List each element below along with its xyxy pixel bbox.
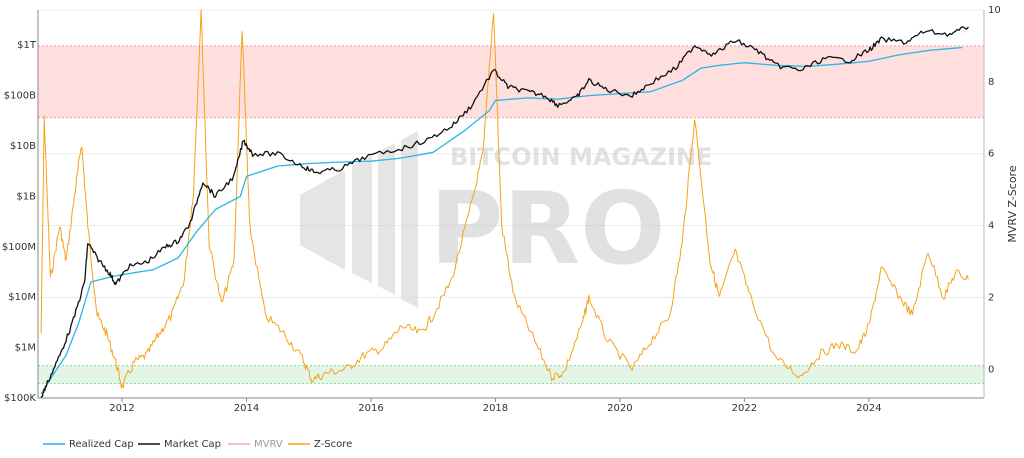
series-z-score-line xyxy=(40,9,969,389)
left-tick-label: $10B xyxy=(10,141,36,152)
right-tick-label: 8 xyxy=(988,77,994,88)
legend-item-market_cap[interactable]: Market Cap xyxy=(138,439,221,450)
left-tick-label: $1T xyxy=(17,40,37,51)
watermark: BITCOIN MAGAZINE PRO xyxy=(300,131,713,308)
left-tick-label: $100B xyxy=(4,91,36,102)
left-tick-label: $10M xyxy=(8,292,36,303)
legend-label: Z-Score xyxy=(314,439,352,450)
x-tick-label: 2024 xyxy=(856,403,881,414)
series-market-cap-line xyxy=(40,26,969,399)
undervalued-zone xyxy=(38,365,984,384)
legend: Realized Cap Market Cap MVRV Z-Score xyxy=(43,439,352,450)
right-tick-label: 10 xyxy=(988,5,1001,16)
legend-item-mvrv[interactable]: MVRV xyxy=(228,439,283,450)
legend-item-zscore[interactable]: Z-Score xyxy=(288,439,352,450)
x-tick-label: 2014 xyxy=(234,403,259,414)
left-tick-label: $1B xyxy=(16,191,36,202)
right-axis-title: MVRV Z-Score xyxy=(1006,165,1019,242)
legend-label: Realized Cap xyxy=(69,439,134,450)
legend-item-realized_cap[interactable]: Realized Cap xyxy=(43,439,134,450)
left-tick-label: $1M xyxy=(15,343,36,354)
axes xyxy=(37,10,985,399)
watermark-line2: PRO xyxy=(430,170,665,287)
watermark-line1: BITCOIN MAGAZINE xyxy=(450,143,713,171)
right-tick-label: 6 xyxy=(988,149,994,160)
legend-label: Market Cap xyxy=(164,439,221,450)
axis-ticks: 0 2 4 6 8 10 $100K $1M $10M $100M $1B $10B $100B $1T 2… xyxy=(2,5,1001,414)
left-tick-label: $100K xyxy=(4,393,36,404)
x-tick-label: 2020 xyxy=(607,403,632,414)
right-tick-label: 0 xyxy=(988,364,994,375)
watermark-logo xyxy=(300,131,418,308)
right-tick-label: 2 xyxy=(988,292,994,303)
x-tick-label: 2022 xyxy=(732,403,757,414)
series-lines xyxy=(40,9,969,399)
grid-lines xyxy=(38,9,984,370)
right-tick-label: 4 xyxy=(988,221,994,232)
x-tick-label: 2016 xyxy=(358,403,383,414)
left-tick-label: $100M xyxy=(2,242,36,253)
series-realized-cap-line xyxy=(40,46,963,395)
legend-label: MVRV xyxy=(254,439,283,450)
x-tick-label: 2018 xyxy=(483,403,508,414)
x-tick-label: 2012 xyxy=(109,403,134,414)
